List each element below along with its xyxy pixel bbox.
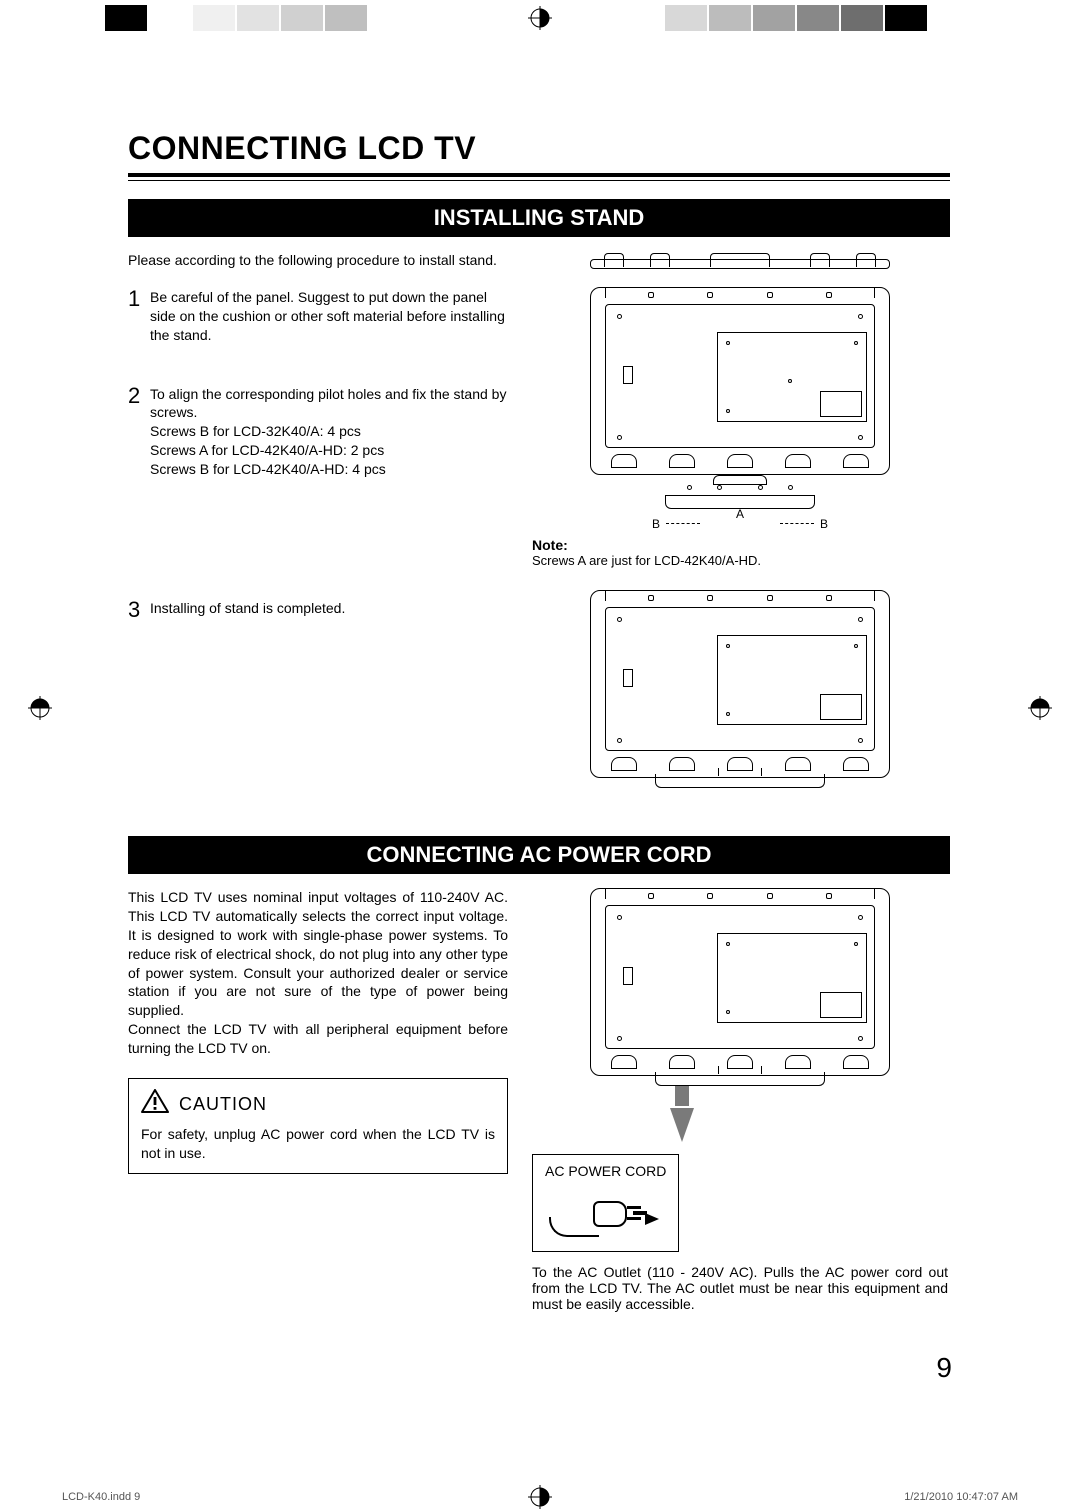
caution-text: For safety, unplug AC power cord when th… — [141, 1125, 495, 1163]
registration-chip — [148, 4, 192, 32]
registration-chip — [104, 4, 148, 32]
registration-chip — [840, 4, 884, 32]
step-3: 3 Installing of stand is completed. — [128, 599, 508, 621]
title-rule-thin — [128, 180, 950, 181]
section1-columns: Please according to the following proced… — [128, 251, 950, 806]
step-number: 3 — [128, 599, 150, 621]
caution-box: CAUTION For safety, unplug AC power cord… — [128, 1078, 508, 1174]
power-plug-icon — [545, 1183, 665, 1243]
screw-label-b-left: B — [652, 517, 660, 531]
registration-target-left-icon — [28, 696, 52, 720]
registration-target-icon — [528, 6, 552, 30]
stand-base-diagram — [665, 483, 815, 509]
section-heading-ac-power: CONNECTING AC POWER CORD — [128, 836, 950, 874]
power-cord-arrow — [474, 1086, 890, 1142]
registration-chip — [192, 4, 236, 32]
section2-columns: This LCD TV uses nominal input voltages … — [128, 888, 950, 1312]
screw-label-a: A — [736, 507, 744, 521]
section2-text-column: This LCD TV uses nominal input voltages … — [128, 888, 508, 1312]
tv-top-profile-diagram — [590, 251, 890, 277]
ac-power-cord-label: AC POWER CORD — [545, 1163, 666, 1179]
registration-chip — [928, 4, 972, 32]
page-title: CONNECTING LCD TV — [128, 130, 950, 167]
section1-text-column: Please according to the following proced… — [128, 251, 508, 806]
ac-figure-caption: To the AC Outlet (110 - 240V AC). Pulls … — [532, 1264, 948, 1312]
step-1: 1 Be careful of the panel. Suggest to pu… — [128, 288, 508, 345]
page-number: 9 — [936, 1352, 952, 1384]
registration-chip — [368, 4, 412, 32]
registration-chips-right — [620, 4, 972, 32]
note-label: Note: — [532, 537, 948, 553]
section2-figure-column: AC POWER CORD To the AC Outlet (110 - 24… — [532, 888, 948, 1312]
section1-figure-column: A B B Note: Screws A are just for LCD-42… — [532, 251, 948, 806]
footer-timestamp: 1/21/2010 10:47:07 AM — [904, 1491, 1018, 1503]
tv-back-diagram — [590, 287, 890, 475]
step-text: Be careful of the panel. Suggest to put … — [150, 288, 508, 345]
note-text: Screws A are just for LCD-42K40/A-HD. — [532, 553, 948, 568]
tv-back-diagram — [590, 888, 890, 1076]
registration-target-right-icon — [1028, 696, 1052, 720]
registration-chips-left — [60, 4, 412, 32]
print-registration-bar — [0, 0, 1080, 34]
registration-chip — [236, 4, 280, 32]
section1-intro: Please according to the following proced… — [128, 251, 508, 270]
caution-label: CAUTION — [179, 1092, 267, 1116]
stand-screw-labels: A B B — [590, 509, 890, 531]
figure-stand-assembly: A B B Note: Screws A are just for LCD-42… — [532, 251, 948, 568]
page-content: CONNECTING LCD TV INSTALLING STAND Pleas… — [128, 130, 950, 1312]
step-number: 1 — [128, 288, 150, 345]
figure-ac-power — [532, 888, 948, 1086]
title-rule-thick — [128, 173, 950, 177]
step-text: Installing of stand is completed. — [150, 599, 345, 621]
ac-power-cord-box: AC POWER CORD — [532, 1154, 679, 1252]
registration-chip — [60, 4, 104, 32]
arrow-down-icon — [675, 1086, 689, 1106]
registration-chip — [796, 4, 840, 32]
warning-triangle-icon — [141, 1089, 169, 1119]
registration-chip — [752, 4, 796, 32]
registration-chip — [280, 4, 324, 32]
step-text: To align the corresponding pilot holes a… — [150, 385, 508, 479]
step-number: 2 — [128, 385, 150, 479]
step-2: 2 To align the corresponding pilot holes… — [128, 385, 508, 479]
registration-chip — [620, 4, 664, 32]
tv-back-diagram — [590, 590, 890, 778]
footer-filename: LCD-K40.indd 9 — [62, 1491, 140, 1503]
figure-stand-complete — [532, 590, 948, 788]
section2-body: This LCD TV uses nominal input voltages … — [128, 888, 508, 1058]
screw-label-b-right: B — [820, 517, 828, 531]
registration-chip — [884, 4, 928, 32]
section-heading-installing-stand: INSTALLING STAND — [128, 199, 950, 237]
registration-target-bottom-icon — [528, 1485, 552, 1509]
registration-chip — [708, 4, 752, 32]
registration-chip — [664, 4, 708, 32]
caution-heading: CAUTION — [141, 1089, 495, 1119]
registration-chip — [324, 4, 368, 32]
